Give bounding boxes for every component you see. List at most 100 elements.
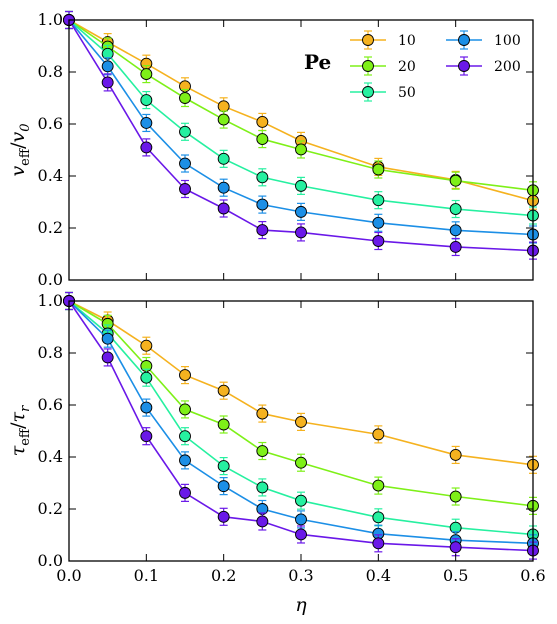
data-point: [217, 510, 230, 523]
data-point: [295, 415, 307, 428]
y-tick-label: 0.6: [38, 395, 63, 414]
data-point: [372, 216, 385, 229]
data-point: [256, 515, 269, 528]
data-point: [372, 511, 385, 524]
data-point: [140, 68, 153, 81]
legend-title: Pe: [304, 50, 331, 74]
data-point: [140, 339, 153, 352]
plot-panel-1: 0.0 0.2 0.4 0.6 0.8 1.0 veff/v0 Pe 10 20 50 100 200: [7, 10, 539, 289]
data-point: [372, 428, 385, 441]
legend-label: 100: [494, 33, 521, 49]
data-point: [295, 513, 307, 526]
series-line-200: [68, 300, 534, 552]
series-line-10: [68, 300, 534, 466]
data-point: [449, 241, 462, 253]
legend-entry-100: 100: [446, 30, 521, 50]
y-tick-label: 0.8: [38, 62, 63, 81]
data-point: [217, 480, 230, 493]
data-point: [179, 369, 191, 382]
data-point: [372, 163, 385, 176]
series-line-50: [68, 300, 534, 536]
y-axis-label: veff/v0: [7, 123, 33, 176]
series-line-100: [68, 19, 534, 236]
legend-label: 10: [398, 33, 416, 49]
data-point: [179, 430, 191, 443]
data-point: [372, 537, 385, 550]
x-tick-label: 0.3: [288, 566, 313, 585]
series-line-100: [68, 300, 534, 545]
data-point: [449, 541, 462, 554]
y-tick-label: 0.8: [38, 343, 63, 362]
data-point: [101, 332, 114, 345]
series-line-20: [68, 19, 534, 192]
x-tick-label: 0.0: [56, 566, 81, 585]
data-point: [101, 76, 114, 89]
data-point: [256, 445, 269, 457]
y-tick-label: 1.0: [38, 291, 63, 310]
data-point: [256, 407, 269, 420]
data-point: [449, 448, 462, 461]
data-point: [217, 384, 230, 397]
plot-panel-2: 0.0 0.1 0.2 0.3 0.4 0.5 0.6 0.0 0.2 0.4 0.6 0.8 1.0 τ…: [7, 291, 546, 616]
data-point: [140, 401, 153, 414]
x-tick-label: 0.5: [443, 566, 468, 585]
legend-marker: [362, 86, 374, 98]
y-tick-label: 0.4: [38, 447, 63, 466]
y-tick-label: 0.0: [38, 270, 63, 289]
data-point: [217, 202, 230, 215]
data-point: [256, 171, 269, 184]
y-tick-label: 0.4: [38, 166, 63, 185]
series-line-20: [68, 300, 534, 507]
data-point: [256, 198, 269, 211]
data-point: [179, 157, 191, 170]
y-tick-label: 0.2: [38, 499, 63, 518]
data-point: [179, 454, 191, 467]
data-point: [217, 152, 230, 165]
data-point: [179, 92, 191, 104]
data-point: [295, 528, 307, 541]
data-point: [217, 181, 230, 194]
data-point: [372, 479, 385, 492]
data-point: [295, 143, 307, 156]
data-point: [140, 117, 153, 129]
data-point: [295, 226, 307, 239]
x-tick-label: 0.2: [211, 566, 236, 585]
data-point: [140, 141, 153, 154]
series-line-50: [68, 19, 534, 217]
data-point: [256, 133, 269, 146]
x-tick-label: 0.6: [520, 566, 545, 585]
series-line-200: [68, 19, 534, 252]
data-point: [372, 194, 385, 207]
legend: Pe 10 20 50 100 200: [304, 30, 521, 102]
legend-label: 200: [494, 59, 521, 75]
data-point: [179, 403, 191, 416]
y-tick-label: 0.0: [38, 551, 63, 570]
legend-entry-200: 200: [446, 56, 521, 76]
legend-marker: [362, 34, 374, 46]
data-point: [217, 418, 230, 431]
data-point: [449, 224, 462, 237]
x-tick-label: 0.1: [134, 566, 159, 585]
data-point: [179, 183, 191, 195]
legend-label: 20: [398, 59, 416, 75]
data-point: [140, 371, 153, 384]
y-axis-label: τeff/τr: [7, 405, 33, 456]
data-point: [179, 486, 191, 499]
data-point: [449, 490, 462, 503]
data-point: [256, 224, 269, 237]
data-point: [449, 203, 462, 215]
x-axis-label: η: [295, 594, 307, 616]
data-point: [217, 460, 230, 473]
legend-marker: [458, 60, 470, 72]
data-point: [256, 115, 269, 128]
y-tick-label: 1.0: [38, 10, 63, 29]
data-point: [295, 205, 307, 218]
series-line-10: [68, 19, 534, 202]
data-point: [372, 235, 385, 247]
data-point: [256, 481, 269, 494]
legend-entry-50: 50: [350, 82, 416, 102]
y-tick-label: 0.6: [38, 114, 63, 133]
legend-entry-20: 20: [350, 56, 416, 76]
data-point: [217, 113, 230, 126]
